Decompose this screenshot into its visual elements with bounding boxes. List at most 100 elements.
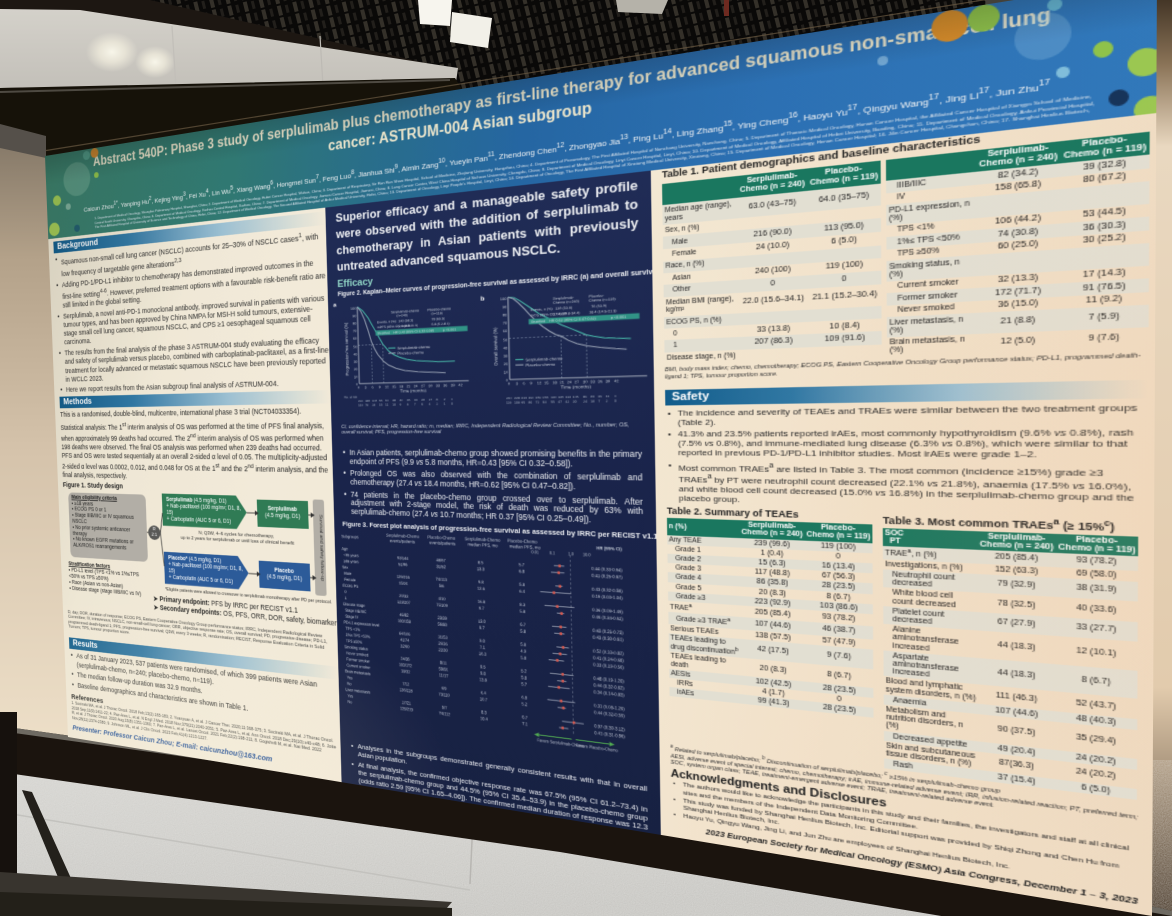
svg-text:Stratified: Stratified [531, 319, 547, 324]
svg-text:0: 0 [614, 400, 617, 403]
svg-text:100: 100 [500, 296, 507, 302]
svg-text:78 (65.5): 78 (65.5) [431, 317, 445, 322]
svg-text:6.4: 6.4 [481, 690, 487, 696]
svg-text:5.7: 5.7 [521, 681, 527, 687]
svg-text:100/158: 100/158 [398, 618, 411, 624]
svg-text:32/60: 32/60 [400, 643, 409, 649]
svg-text:10: 10 [392, 404, 396, 407]
svg-text:2: 2 [436, 404, 439, 407]
svg-text:60: 60 [385, 400, 389, 403]
svg-text:6: 6 [372, 385, 375, 390]
svg-text:13.3: 13.3 [477, 566, 485, 572]
svg-text:Age: Age [342, 546, 348, 552]
svg-text:Chemo (n=119): Chemo (n=119) [589, 297, 616, 303]
svg-text:48/67: 48/67 [436, 557, 446, 563]
svg-text:HR 0.43 (95% CI 0.32-0.58): HR 0.43 (95% CI 0.32-0.58) [393, 329, 434, 335]
svg-text:55: 55 [551, 402, 556, 405]
svg-text:Smoking status: Smoking status [344, 644, 368, 652]
svg-text:39: 39 [451, 382, 456, 387]
svg-text:HR 0.62 (95% CI 0.47-0.82): HR 0.62 (95% CI 0.47-0.82) [549, 317, 596, 324]
svg-text:11/17: 11/17 [439, 672, 448, 678]
svg-text:Female: Female [344, 577, 356, 583]
svg-text:0: 0 [614, 396, 617, 399]
svg-text:12.6: 12.6 [477, 585, 485, 591]
svg-text:48: 48 [392, 400, 396, 403]
svg-text:7: 7 [414, 404, 417, 407]
svg-text:5/6: 5/6 [439, 583, 445, 589]
svg-text:9.5: 9.5 [480, 664, 486, 670]
svg-text:129/216: 129/216 [397, 574, 410, 580]
svg-text:39: 39 [605, 378, 611, 384]
svg-text:11: 11 [606, 396, 611, 399]
svg-text:41/74: 41/74 [400, 637, 409, 643]
svg-text:0.44 (0.32-0.62): 0.44 (0.32-0.62) [593, 682, 624, 691]
svg-text:60: 60 [503, 328, 508, 333]
svg-text:Serplulimab-Chemo: Serplulimab-Chemo [465, 536, 501, 543]
svg-text:10.4: 10.4 [480, 715, 488, 721]
svg-text:4/10: 4/10 [438, 596, 446, 602]
svg-text:0.33 (0.19-0.56): 0.33 (0.19-0.56) [593, 661, 624, 670]
svg-text:50: 50 [503, 337, 508, 342]
svg-text:0: 0 [508, 381, 511, 386]
svg-text:7: 7 [598, 401, 601, 404]
svg-text:Stratified: Stratified [377, 331, 390, 335]
svg-text:169: 169 [535, 397, 542, 400]
svg-text:9.7: 9.7 [479, 605, 485, 611]
svg-text:6.4: 6.4 [519, 588, 525, 594]
svg-text:Brain metastasis: Brain metastasis [345, 668, 371, 676]
svg-text:8: 8 [436, 399, 439, 402]
svg-text:5.8: 5.8 [520, 641, 526, 647]
svg-text:60: 60 [353, 336, 358, 341]
svg-text:75/109: 75/109 [436, 602, 448, 608]
svg-text:42: 42 [458, 382, 463, 387]
svg-text:(n=240): (n=240) [396, 314, 408, 318]
svg-text:0.43 (0.25-0.73): 0.43 (0.25-0.73) [593, 627, 624, 635]
svg-text:7.1: 7.1 [480, 644, 486, 650]
svg-text:18: 18 [399, 384, 404, 389]
svg-text:Placebo-chemo: Placebo-chemo [427, 307, 451, 312]
svg-text:51/96: 51/96 [398, 561, 407, 567]
svg-text:47: 47 [558, 401, 563, 404]
svg-text:Liver metastasis: Liver metastasis [346, 687, 371, 695]
svg-text:6.8: 6.8 [521, 694, 527, 700]
svg-text:90: 90 [502, 304, 507, 310]
svg-text:40: 40 [400, 400, 404, 403]
svg-text:TPS ≥50%: TPS ≥50% [346, 638, 363, 645]
svg-text:Placebo-chemo: Placebo-chemo [525, 362, 555, 368]
svg-text:9.8: 9.8 [479, 638, 485, 644]
svg-text:events/patients: events/patients [429, 540, 456, 547]
svg-text:0.43 (0.30-0.61): 0.43 (0.30-0.61) [593, 634, 624, 642]
svg-text:59/91: 59/91 [439, 666, 449, 672]
svg-text:Favors Serplulimab-Chemo: Favors Serplulimab-Chemo [537, 737, 585, 749]
svg-text:140 (58.3): 140 (58.3) [398, 319, 413, 324]
svg-text:6.7: 6.7 [520, 621, 526, 627]
svg-text:45/82: 45/82 [400, 612, 409, 618]
svg-text:64: 64 [543, 402, 548, 405]
svg-text:27: 27 [574, 379, 580, 385]
svg-text:Overall survival (%): Overall survival (%) [492, 327, 499, 366]
svg-text:28: 28 [372, 405, 376, 408]
svg-text:0.19 (0.03-1.04): 0.19 (0.03-1.04) [592, 593, 623, 601]
svg-text:9.7: 9.7 [479, 625, 485, 631]
svg-text:10.0: 10.0 [583, 551, 591, 557]
svg-text:TPS <1%: TPS <1% [346, 626, 361, 633]
svg-text:40: 40 [503, 345, 508, 350]
svg-text:86: 86 [528, 402, 533, 405]
svg-text:50: 50 [353, 344, 358, 349]
svg-text:40: 40 [353, 352, 358, 357]
svg-text:56/80: 56/80 [438, 621, 448, 627]
svg-text:228: 228 [514, 398, 521, 401]
svg-text:22/30: 22/30 [438, 647, 448, 653]
svg-text:Serplulimab-Chemo: Serplulimab-Chemo [386, 532, 419, 539]
svg-text:0.97 (0.30-3.12): 0.97 (0.30-3.12) [594, 723, 625, 733]
svg-text:93/144: 93/144 [397, 555, 408, 561]
svg-text:24: 24 [583, 401, 588, 404]
svg-text:27.4 (20.8-34.4): 27.4 (20.8-34.4) [553, 311, 580, 317]
svg-text:Current smoker: Current smoker [347, 662, 372, 670]
svg-text:2: 2 [606, 401, 609, 404]
svg-text:0.48 (0.19-1.20): 0.48 (0.19-1.20) [593, 675, 624, 684]
svg-text:33: 33 [436, 383, 441, 388]
svg-text:0.52 (0.33-0.82): 0.52 (0.33-0.82) [593, 648, 624, 657]
svg-text:106: 106 [573, 397, 580, 400]
svg-text:30: 30 [428, 383, 433, 388]
